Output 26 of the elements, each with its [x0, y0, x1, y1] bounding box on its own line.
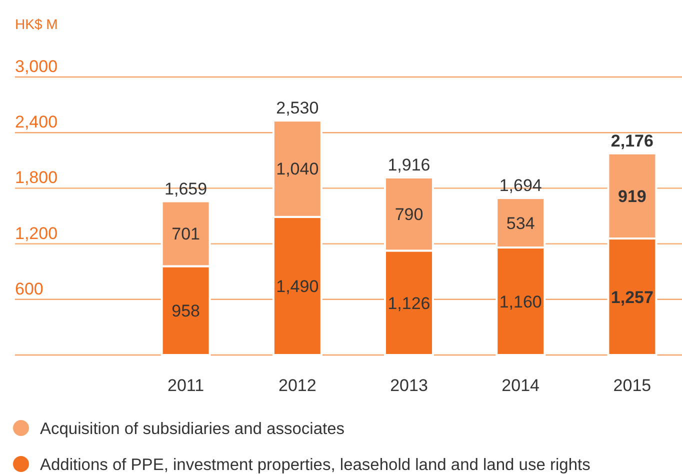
data-label: 1,040 — [276, 160, 319, 179]
y-tick-label: 1,200 — [15, 224, 58, 243]
data-label: 1,160 — [499, 292, 542, 312]
data-label: 919 — [618, 186, 646, 206]
data-label: 1,257 — [610, 288, 654, 307]
y-tick-label: 1,800 — [15, 168, 58, 188]
data-label: 701 — [172, 224, 200, 244]
total-label: 1,916 — [388, 155, 430, 174]
y-tick-label: 2,400 — [15, 112, 58, 132]
total-label: 2,176 — [610, 131, 654, 150]
x-tick-label: 2015 — [613, 376, 652, 395]
data-label: 790 — [394, 205, 424, 224]
x-tick-label: 2011 — [168, 376, 204, 395]
legend-label: Additions of PPE, investment properties, leasehold land and land use rights — [40, 456, 590, 474]
data-label: 958 — [172, 302, 200, 321]
x-tick-label: 2012 — [278, 376, 316, 395]
x-tick-label: 2014 — [502, 376, 540, 395]
x-tick-label: 2013 — [390, 376, 428, 395]
y-tick-label: 600 — [15, 279, 44, 298]
y-tick-label: 3,000 — [15, 57, 58, 76]
legend-label: Acquisition of subsidiaries and associates — [40, 420, 345, 438]
data-label: 534 — [506, 214, 535, 233]
y-axis-title: HK$ M — [15, 16, 58, 32]
data-label: 1,490 — [276, 276, 319, 296]
data-label: 1,126 — [388, 294, 430, 313]
total-label: 2,530 — [276, 98, 319, 118]
